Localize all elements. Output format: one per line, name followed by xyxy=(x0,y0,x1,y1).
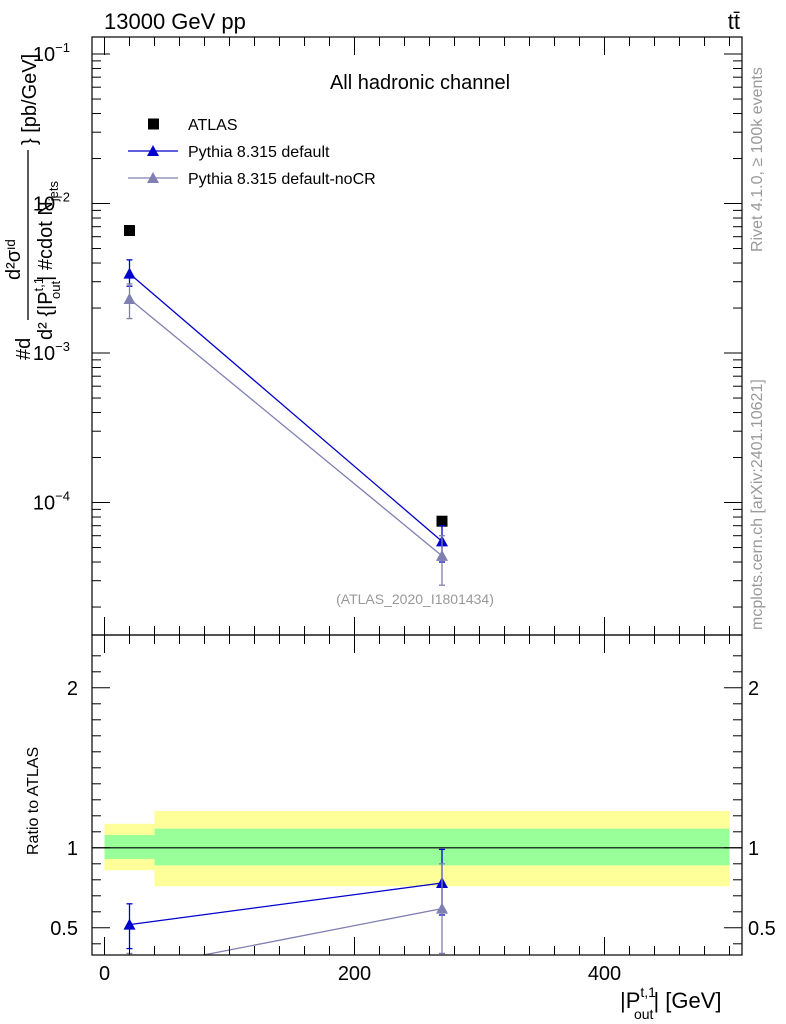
ratio-uncertainty-bands xyxy=(104,811,730,887)
x-tick-label: 0 xyxy=(99,963,110,985)
data-point xyxy=(123,267,136,279)
x-axis-label: |Pt,1 out| [GeV] xyxy=(620,984,722,1022)
ratio-point xyxy=(436,902,448,914)
ratio-y-tick-label: 2 xyxy=(67,678,78,700)
svg-text:d²σᶦᵈ: d²σᶦᵈ xyxy=(3,239,25,280)
ratio-data-layer xyxy=(123,848,448,974)
energy-label: 13000 GeV pp xyxy=(104,9,246,34)
ratio-panel: 0.5 0.5 1 1 2 2 0 200 400 xyxy=(50,634,776,985)
series-line xyxy=(129,298,443,557)
ylabel-mid: | #cdot N xyxy=(35,201,57,281)
svg-text:} [pb/GeV]: } [pb/GeV] xyxy=(19,54,41,145)
ylabel-sup: t,1 xyxy=(31,277,46,291)
chart-title: All hadronic channel xyxy=(330,72,510,94)
x-tick-label: 400 xyxy=(588,963,621,985)
ratio-y-tick-label: 1 xyxy=(67,838,78,860)
legend-marker xyxy=(148,118,159,130)
ratio-band-inner xyxy=(104,835,155,859)
ylabel-unit: } [pb/GeV] xyxy=(19,54,41,145)
main-y-tick-label: 10−1 xyxy=(33,40,70,66)
mcplots-reference-text: mcplots.cern.ch [arXiv:2401.10621] xyxy=(749,379,766,630)
main-y-tick-label: 10−2 xyxy=(33,190,70,216)
xlabel-pre: |P xyxy=(620,988,640,1013)
ratio-y-tick-label-right: 0.5 xyxy=(748,918,776,940)
ratio-y-tick-label-right: 2 xyxy=(748,678,759,700)
legend-marker xyxy=(147,172,159,183)
main-y-tick-label: 10−4 xyxy=(33,489,70,515)
data-point xyxy=(124,225,135,237)
main-y-tick-label: 10−3 xyxy=(33,339,70,365)
ratio-line xyxy=(129,882,443,926)
ylabel-denominator: d² {|P xyxy=(35,291,57,340)
data-point xyxy=(123,292,136,304)
legend: ATLAS Pythia 8.315 default Pythia 8.315 de… xyxy=(128,117,376,188)
ratio-point xyxy=(123,918,136,930)
x-tick-label: 200 xyxy=(338,963,371,985)
legend-label: ATLAS xyxy=(188,117,238,134)
analysis-label: (ATLAS_2020_I1801434) xyxy=(336,591,494,607)
series-line xyxy=(129,273,443,542)
ratio-point xyxy=(124,963,136,974)
xlabel-sub: out xyxy=(634,1006,654,1022)
ratio-y-tick-label: 0.5 xyxy=(50,918,78,940)
legend-marker xyxy=(147,145,159,156)
main-series-2 xyxy=(123,283,448,586)
process-label: tt̄ xyxy=(728,9,740,34)
ratio-series-1 xyxy=(124,863,448,974)
main-data-layer xyxy=(123,225,448,586)
svg-text:#d: #d xyxy=(13,338,35,360)
main-axis-ticks: 10−1 10−2 10−3 10−4 xyxy=(33,37,742,635)
ratio-frame xyxy=(91,634,743,956)
main-series-1 xyxy=(123,259,448,563)
xlabel-post: | [GeV] xyxy=(653,988,721,1013)
ratio-axis-ticks: 0.5 0.5 1 1 2 2 0 200 400 xyxy=(50,635,776,985)
ratio-line xyxy=(200,907,443,955)
ylabel-fraction-top: d²σᶦᵈ xyxy=(3,239,25,280)
rivet-version-text: Rivet 4.1.0, ≥ 100k events xyxy=(749,67,766,252)
main-series-0 xyxy=(124,225,448,527)
data-point xyxy=(436,515,448,527)
ylabel-sub2: jets xyxy=(46,180,61,202)
main-y-axis-label: #d d²σᶦᵈ d² {|Pt,1 out| #cdot Njets } [pb… xyxy=(3,54,63,360)
legend-label: Pythia 8.315 default xyxy=(188,144,330,161)
ylabel-numerator: #d xyxy=(13,338,35,360)
xlabel-sup: t,1 xyxy=(640,984,656,1000)
ylabel-sub: out xyxy=(48,281,63,299)
ratio-y-axis-label: Ratio to ATLAS xyxy=(25,747,42,855)
ratio-y-tick-label-right: 1 xyxy=(748,838,759,860)
data-point xyxy=(436,549,448,561)
main-panel: 10−1 10−2 10−3 10−4 All hadronic channel (A… xyxy=(33,36,743,636)
legend-label: Pythia 8.315 default-noCR xyxy=(188,171,376,188)
